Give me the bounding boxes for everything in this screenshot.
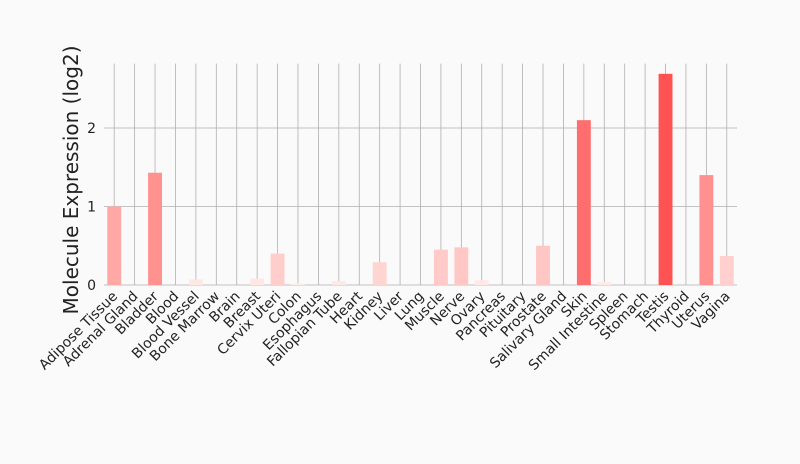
bars [107,73,734,286]
y-axis-label: Molecule Expression (log2) [59,46,83,315]
grid [104,63,737,286]
bar [433,249,448,285]
bar [270,253,285,285]
bar [107,206,122,285]
bar [372,262,387,285]
bar [658,73,673,286]
bar [454,247,469,285]
bar [536,245,550,285]
bar [148,172,162,285]
y-tick-label: 2 [87,121,96,137]
y-axis-ticks: 0 1 2 [87,121,96,294]
bar [597,281,612,285]
y-tick-label: 0 [87,278,96,294]
bar [719,255,734,285]
bar [576,120,591,286]
bar [291,283,305,285]
bar [474,280,489,285]
bar [250,278,265,285]
bar [188,279,203,285]
bar [699,175,714,285]
y-tick-label: 1 [87,200,96,216]
bar [331,281,346,285]
